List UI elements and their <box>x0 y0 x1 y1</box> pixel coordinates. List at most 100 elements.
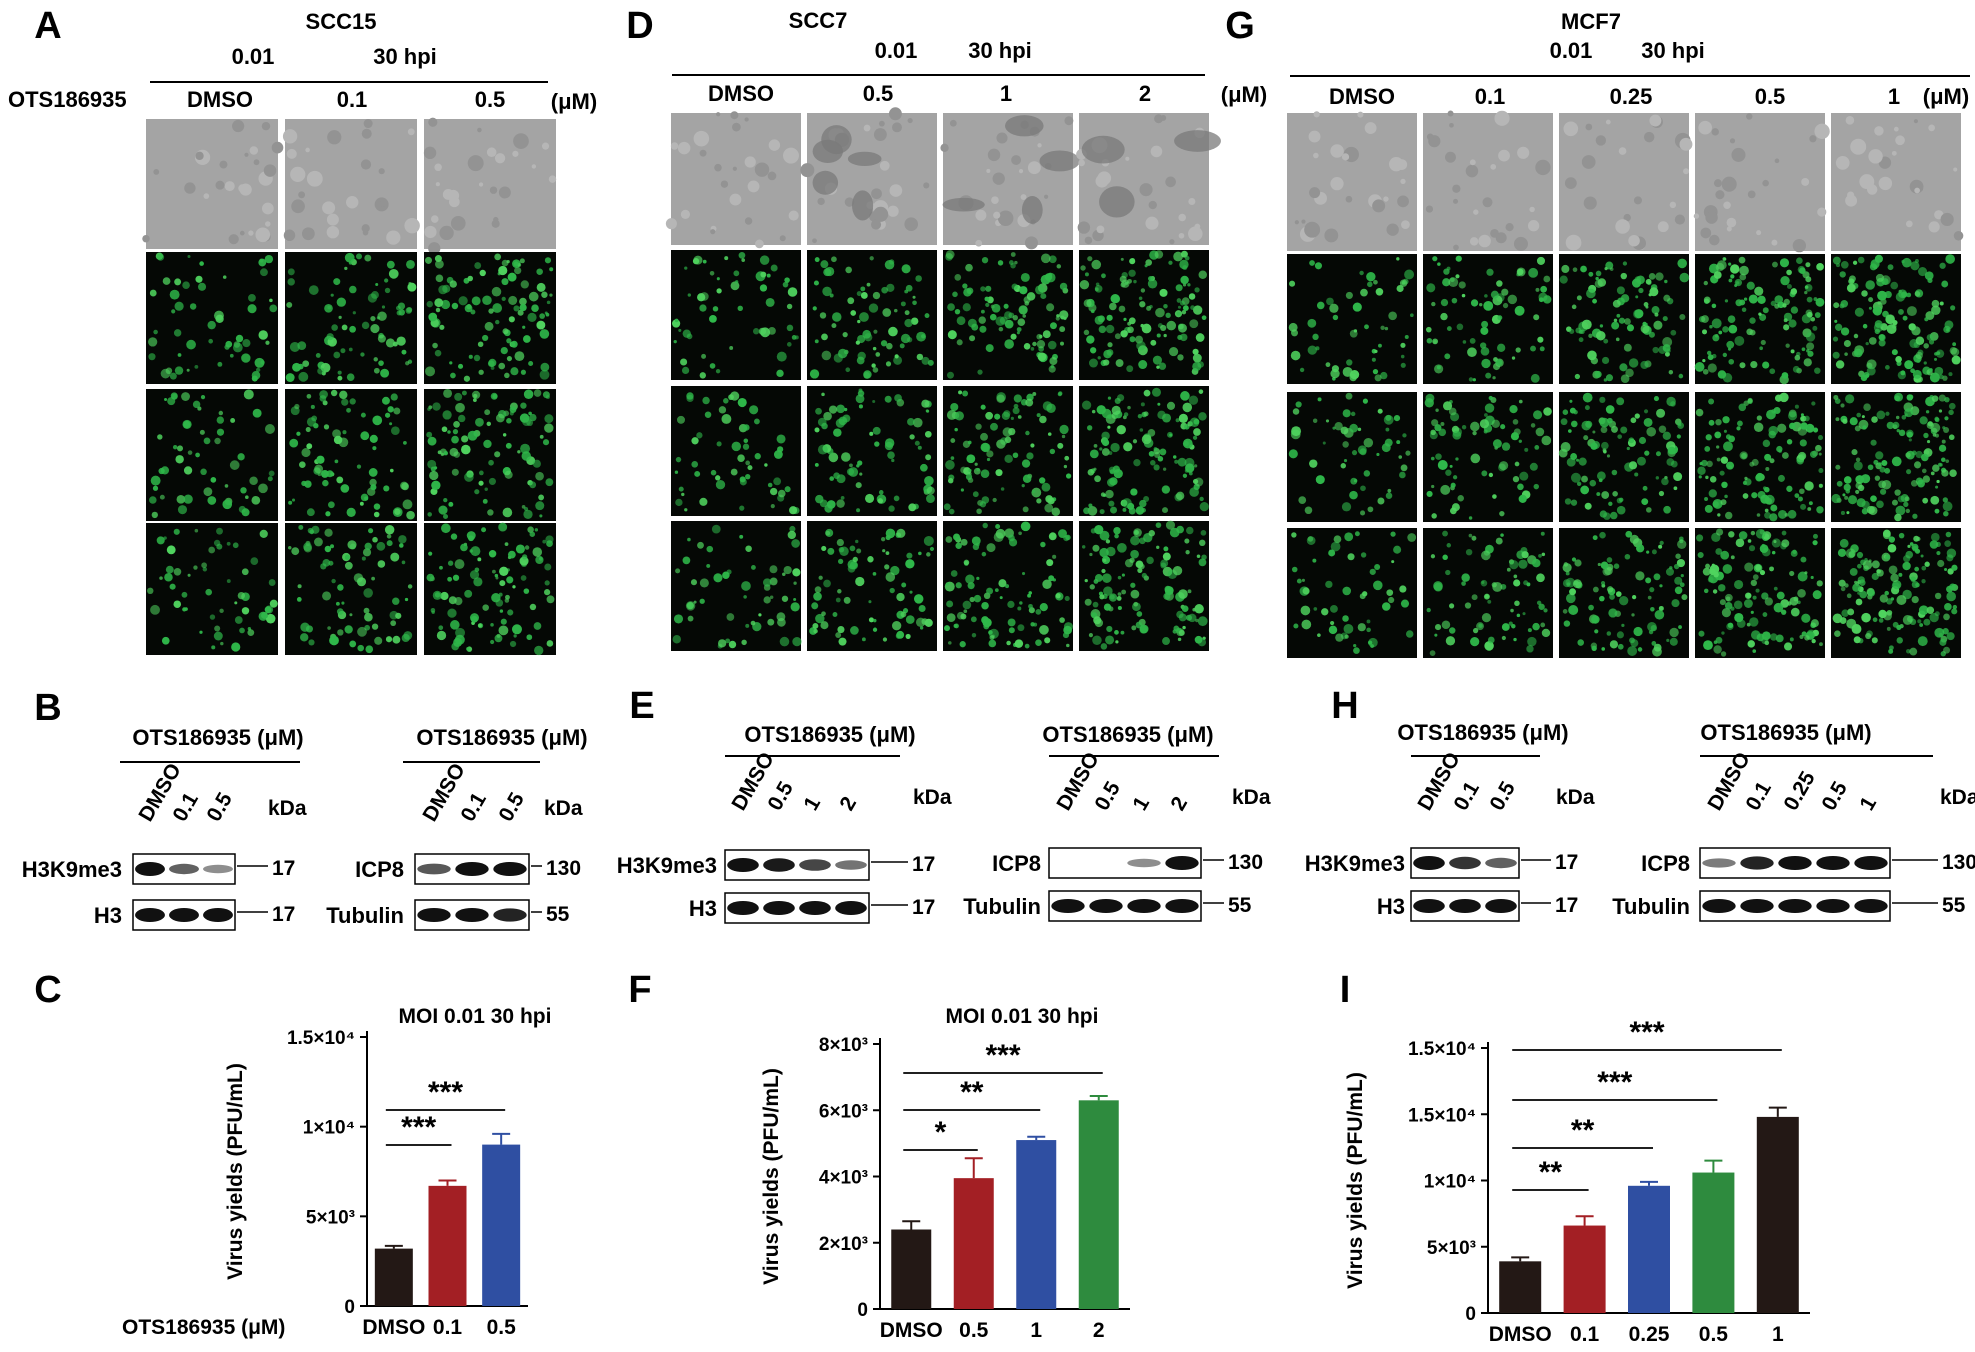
blot-e-left-band <box>727 858 759 872</box>
brightfield-image-g-3 <box>1693 113 1830 253</box>
blot-e-left-row-label-1: H3 <box>689 896 717 921</box>
gfp-image-g-r1-c1 <box>1423 392 1553 522</box>
blot-b-right-kda-label: kDa <box>544 797 583 820</box>
sig-label-c-0: *** <box>401 1111 436 1144</box>
gfp-image-d-r2-c1 <box>807 521 937 651</box>
blot-h-left-lane-label-2: 0.5 <box>1485 777 1520 814</box>
sig-label-i-2: *** <box>1597 1066 1632 1099</box>
gfp-image-g-r2-c0 <box>1287 528 1417 658</box>
panel-letter-h: H <box>1331 685 1358 727</box>
moi-label-g: 0.01 <box>1550 38 1593 63</box>
blot-e-left-band <box>799 859 831 871</box>
panel-letter-d: D <box>626 5 653 47</box>
blot-e-left-band <box>727 901 759 915</box>
blot-b-left-lane-label-2: 0.5 <box>202 788 237 825</box>
panel-letter-f: F <box>628 969 651 1011</box>
sig-label-i-1: ** <box>1571 1114 1595 1147</box>
dose-label-d-3: 2 <box>1139 81 1151 106</box>
moi-label-d: 0.01 <box>875 38 918 63</box>
blot-h-left-kda-1: 17 <box>1555 894 1578 917</box>
blot-b-right-kda-0: 130 <box>546 857 581 880</box>
panel-letter-c: C <box>34 969 61 1011</box>
sig-label-i-3: *** <box>1629 1016 1664 1049</box>
blot-b-left-band <box>169 863 199 875</box>
blot-b-left-band <box>203 864 233 874</box>
blot-e-left-kda-0: 17 <box>912 853 935 876</box>
y-tick-label-f-3: 6×10³ <box>819 1101 868 1122</box>
bar-f-3 <box>1078 1100 1119 1309</box>
blot-b-right-band <box>493 908 527 922</box>
blot-e-right-band <box>1165 856 1199 870</box>
x-tick-label-i-4: 1 <box>1772 1323 1784 1346</box>
blot-e-right-kda-0: 130 <box>1228 851 1263 874</box>
brightfield-image-d-0 <box>665 111 801 249</box>
blot-h-right-lane-label-2: 0.25 <box>1779 767 1820 814</box>
gfp-image-a-r1-c1 <box>285 389 417 521</box>
blot-b-right-kda-1: 55 <box>546 903 570 926</box>
blot-b-left-band <box>169 908 199 922</box>
blot-h-left-band <box>1485 857 1517 869</box>
blot-b-right-lane-label-2: 0.5 <box>494 788 529 825</box>
x-tick-label-f-2: 1 <box>1030 1319 1042 1342</box>
y-tick-label-c-0: 0 <box>344 1297 355 1318</box>
blot-e-right-band <box>1051 899 1085 913</box>
blot-h-left-header: OTS186935 (μM) <box>1397 720 1568 745</box>
time-label-g: 30 hpi <box>1641 38 1705 63</box>
y-tick-label-i-1: 5×10³ <box>1427 1238 1476 1259</box>
blot-b-right-lane-label-1: 0.1 <box>456 788 491 825</box>
gfp-image-g-r1-c0 <box>1287 392 1417 522</box>
gfp-image-d-r0-c2 <box>943 250 1073 380</box>
chart-title-c: MOI 0.01 30 hpi <box>399 1005 552 1028</box>
blot-e-right-row-label-1: Tubulin <box>963 894 1041 919</box>
blot-h-left-strip-h3k9me3 <box>1410 847 1520 879</box>
dose-label-a-1: 0.1 <box>337 87 368 112</box>
gfp-image-d-r1-c2 <box>943 386 1073 517</box>
sig-label-f-1: ** <box>960 1076 984 1109</box>
dose-label-d-2: 1 <box>1000 81 1012 106</box>
y-tick-label-c-1: 5×10³ <box>306 1207 355 1228</box>
blot-e-left-strip-h3 <box>724 892 870 924</box>
blot-e-right-band <box>1127 858 1161 868</box>
blot-b-left-kda-1: 17 <box>272 903 295 926</box>
blot-h-right-band <box>1702 899 1736 913</box>
gfp-image-g-r2-c4 <box>1831 528 1961 658</box>
blot-h-right-band <box>1854 899 1888 913</box>
brightfield-image-g-2 <box>1559 113 1693 251</box>
y-tick-label-c-2: 1×10⁴ <box>303 1118 355 1139</box>
brightfield-image-g-0 <box>1287 111 1417 251</box>
brightfield-image-d-3 <box>1076 113 1221 245</box>
gfp-image-d-r1-c0 <box>671 386 801 516</box>
y-axis-label-f: Virus yields (PFU/mL) <box>760 1068 783 1285</box>
bar-c-1 <box>428 1185 467 1306</box>
blot-h-right-kda-label: kDa <box>1940 786 1975 809</box>
blot-h-right-band <box>1702 858 1736 868</box>
dose-label-g-4: 1 <box>1888 84 1900 109</box>
time-label-a: 30 hpi <box>373 44 437 69</box>
blot-h-right-band <box>1816 899 1850 913</box>
y-axis-label-c: Virus yields (PFU/mL) <box>224 1063 247 1280</box>
x-tick-label-c-1: 0.1 <box>433 1316 463 1339</box>
blot-h-right-band <box>1778 899 1812 913</box>
dose-label-g-0: DMSO <box>1329 84 1395 109</box>
gfp-image-d-r2-c3 <box>1079 520 1209 651</box>
blot-b-left-kda-0: 17 <box>272 857 295 880</box>
blot-h-right-lane-label-3: 0.5 <box>1817 777 1852 814</box>
x-tick-label-i-3: 0.5 <box>1699 1323 1729 1346</box>
blot-e-left-lane-label-3: 2 <box>835 793 861 815</box>
blot-e-right-lane-label-2: 1 <box>1128 793 1154 815</box>
blot-h-right-band <box>1816 856 1850 870</box>
blot-b-left-band <box>135 908 165 922</box>
unit-label-g: (μM) <box>1923 84 1969 109</box>
dose-label-g-3: 0.5 <box>1755 84 1786 109</box>
gfp-image-a-r2-c1 <box>285 523 417 655</box>
blot-e-right-kda-label: kDa <box>1232 786 1271 809</box>
blot-e-right-lane-label-3: 2 <box>1166 793 1192 815</box>
blot-b-right-band <box>455 908 489 922</box>
blot-e-right-kda-1: 55 <box>1228 894 1252 917</box>
y-tick-label-i-4: 1.5×10⁴ <box>1408 1039 1476 1060</box>
bar-c-2 <box>482 1144 521 1306</box>
bar-f-1 <box>953 1178 994 1309</box>
cell-line-label-d: SCC7 <box>789 8 848 33</box>
blot-e-right-band <box>1165 899 1199 913</box>
blot-h-left-band <box>1413 899 1445 913</box>
